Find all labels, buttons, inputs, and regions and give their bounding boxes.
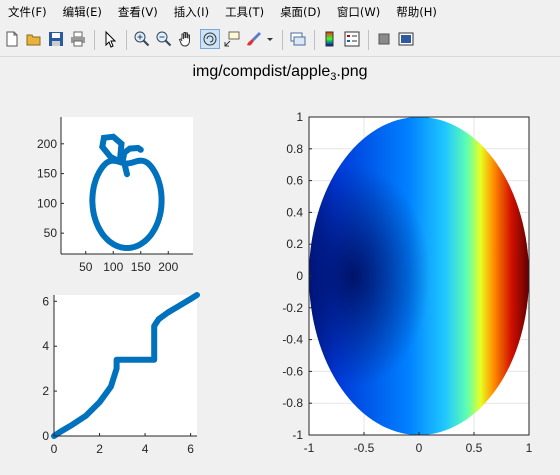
title-text: img/compdist/apple [192, 63, 331, 80]
x-tick-label: 0 [51, 442, 58, 456]
legend-icon[interactable] [342, 29, 362, 49]
menu-view[interactable]: 查看(V) [117, 5, 158, 19]
axes-background [61, 117, 193, 254]
y-tick-label: 0.4 [286, 205, 303, 219]
y-tick-label: 0 [296, 269, 303, 283]
y-tick-label: 1 [296, 110, 303, 124]
y-tick-label: 100 [37, 196, 57, 210]
menu-bar: 文件(F) 编辑(E) 查看(V) 插入(I) 工具(T) 桌面(D) 窗口(W… [0, 0, 560, 24]
show-plot-tools-icon[interactable] [396, 29, 416, 49]
brush-icon[interactable] [244, 29, 264, 49]
y-tick-label: 50 [44, 226, 58, 240]
y-tick-label: 150 [37, 167, 57, 181]
y-tick-label: -0.6 [282, 364, 303, 378]
brush-dropdown-icon[interactable] [264, 29, 276, 49]
y-tick-label: 0.2 [286, 237, 303, 251]
apple-body-stroke [89, 157, 165, 252]
y-tick-label: 6 [42, 294, 49, 308]
title-subscript: 3 [330, 71, 337, 84]
y-tick-label: 200 [37, 137, 57, 151]
open-folder-icon[interactable] [24, 29, 44, 49]
link-plot-icon[interactable] [288, 29, 308, 49]
toolbar [0, 24, 560, 57]
menu-insert[interactable]: 插入(I) [173, 5, 210, 19]
title-extension: .png [336, 63, 368, 80]
x-tick-label: 100 [103, 260, 123, 274]
menu-tools[interactable]: 工具(T) [225, 5, 265, 19]
x-tick-label: 150 [131, 260, 151, 274]
print-icon[interactable] [68, 29, 88, 49]
apple-stem-stroke [120, 144, 144, 162]
x-tick-label: 0.5 [466, 441, 483, 455]
x-tick-label: 1 [526, 441, 533, 455]
y-tick-label: 0.8 [286, 142, 303, 156]
menu-edit[interactable]: 编辑(E) [62, 5, 102, 19]
figure-title: img/compdist/apple3.png [0, 63, 560, 83]
cumulative-curve-line [51, 292, 200, 439]
apple-leaf-stroke [99, 133, 125, 165]
x-tick-label: 4 [142, 442, 149, 456]
rotate-3d-icon[interactable] [200, 29, 220, 49]
y-tick-label: 2 [42, 384, 49, 398]
y-tick-label: -0.2 [282, 301, 303, 315]
x-tick-label: 6 [187, 442, 194, 456]
menu-file[interactable]: 文件(F) [8, 5, 47, 19]
new-file-icon[interactable] [2, 29, 22, 49]
hide-plot-tools-icon[interactable] [374, 29, 394, 49]
save-icon[interactable] [46, 29, 66, 49]
apple-outline-line [89, 133, 165, 252]
zoom-out-icon[interactable] [154, 29, 174, 49]
axes-background [54, 295, 197, 436]
pointer-icon[interactable] [100, 29, 120, 49]
y-tick-label: -0.8 [282, 396, 303, 410]
disk-dark-region [309, 117, 529, 435]
pan-hand-icon[interactable] [176, 29, 196, 49]
x-tick-label: 50 [79, 260, 93, 274]
x-tick-label: 0 [416, 441, 423, 455]
data-cursor-icon[interactable] [222, 29, 242, 49]
y-tick-label: 0.6 [286, 174, 303, 188]
x-tick-label: -1 [304, 441, 315, 455]
x-tick-label: 2 [96, 442, 103, 456]
menu-help[interactable]: 帮助(H) [396, 5, 437, 19]
x-tick-label: -0.5 [354, 441, 375, 455]
y-tick-label: -0.4 [282, 333, 303, 347]
zoom-in-icon[interactable] [132, 29, 152, 49]
menu-window[interactable]: 窗口(W) [336, 5, 381, 19]
x-tick-label: 200 [158, 260, 178, 274]
menu-desktop[interactable]: 桌面(D) [280, 5, 321, 19]
y-tick-label: 0 [42, 429, 49, 443]
colorbar-icon[interactable] [320, 29, 340, 49]
y-tick-label: 4 [42, 339, 49, 353]
y-tick-label: -1 [292, 428, 303, 442]
